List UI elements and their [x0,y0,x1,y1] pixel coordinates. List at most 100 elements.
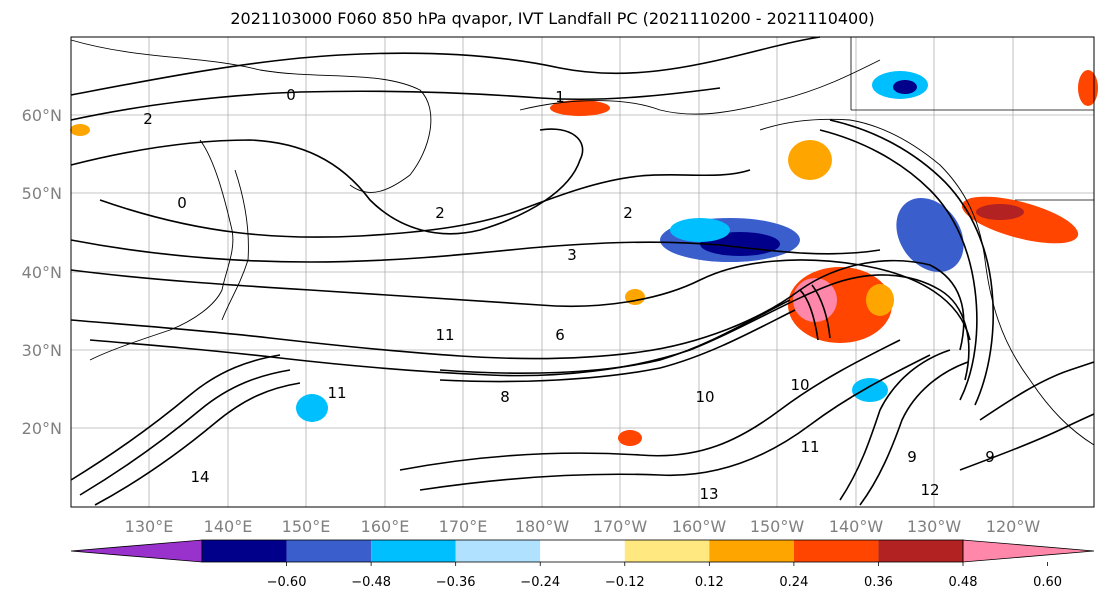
contour-line [70,354,281,481]
longitude-label: 170°E [439,517,488,536]
longitude-label: 180°W [515,517,570,536]
asia-positive [70,124,90,136]
colorbar-tick-labels: −0.60 −0.48 −0.36 −0.24 −0.12 0.12 0.24 0.36 0.4… [267,562,1062,590]
colorbar-segment [793,540,879,562]
contour-label: 14 [190,468,209,486]
contour-line [859,361,969,506]
contour-line [399,339,901,471]
contour-line [79,369,291,496]
colorbar-segment [371,540,456,562]
contour-line [829,119,994,406]
longitude-label: 150°E [282,517,331,536]
contour-line [959,413,1095,471]
contour-label: 3 [567,246,577,264]
contour-label: 9 [985,448,995,466]
qvapor-anomaly-shading [70,70,1098,446]
colorbar-segment [286,540,372,562]
coastlines [70,37,1095,446]
west-pacific-negative [296,394,328,422]
latitude-label: 40°N [22,263,62,282]
map-frame [70,36,1095,508]
contour-label: 8 [500,388,510,406]
latitude-label: 50°N [22,184,62,203]
longitude-labels: 130°E 140°E 150°E 160°E 170°E 180°W 170°W 160°W… [125,517,1041,536]
tropical-positive [618,430,642,446]
longitude-label: 120°W [986,517,1041,536]
contour-label: 11 [435,326,454,344]
contour-line [70,128,584,235]
colorbar-tick-label: −0.60 [267,575,307,590]
positive-anomaly-core [793,278,837,322]
latitude-labels: 60°N 50°N 40°N 30°N 20°N [22,106,62,438]
contour-line [70,239,881,263]
contour-label: 10 [695,388,714,406]
colorbar-segment [878,540,963,562]
contour-line [70,87,721,121]
contour-label: 12 [920,481,939,499]
colorbar-tick-label: −0.48 [351,575,391,590]
siberia-coast [70,39,432,193]
colorbar-tick-label: 0.24 [779,575,808,590]
colorbar-segment [455,540,541,562]
contour-label: 2 [435,204,445,222]
contour-line [979,361,1095,421]
contour-label: 11 [800,438,819,456]
plot-title: 2021103000 F060 850 hPa qvapor, IVT Land… [230,9,875,28]
contour-label: 2 [143,110,153,128]
colorbar-tick-label: −0.12 [605,575,645,590]
canada-positive-region [1078,70,1098,106]
colorbar-tick-label: 0.60 [1033,575,1062,590]
ivt-contours [70,36,1095,506]
latitude-label: 30°N [22,341,62,360]
colorbar [70,539,1095,563]
colorbar-tick-label: 0.48 [949,575,978,590]
alaska-north-coast [519,59,881,115]
contour-line [799,289,819,341]
colorbar-tick-label: 0.12 [695,575,724,590]
contour-line [439,309,796,383]
positive-anomaly-edge [866,284,894,316]
colorbar-segment [624,540,710,562]
colorbar-segment [540,540,625,562]
negative-anomaly-edge [670,218,730,242]
contour-label: 0 [177,194,187,212]
gulf-alaska-positive [788,140,832,180]
longitude-label: 130°E [125,517,174,536]
contour-label: 1 [555,88,565,106]
contour-line [839,349,951,501]
contour-line [70,259,971,341]
colorbar-frame [201,539,964,563]
contour-label: 0 [286,86,296,104]
latitude-label: 60°N [22,106,62,125]
colorbar-segment [202,540,287,562]
longitude-label: 140°W [829,517,884,536]
east-asia-coast [89,139,234,361]
contour-line [419,354,931,491]
bering-positive-region [550,100,610,116]
colorbar-tick-label: −0.24 [520,575,560,590]
contour-line [89,274,970,381]
contour-line [70,36,821,96]
contour-label: 6 [555,326,565,344]
longitude-label: 140°E [204,517,253,536]
colorbar-tick-label: −0.36 [436,575,476,590]
colorbar-tick-label: 0.36 [864,575,893,590]
subtropical-negative [852,378,888,402]
longitude-label: 170°W [593,517,648,536]
coastal-negative-band [896,197,964,273]
colorbar-extend-high [962,539,1095,563]
contour-label: 9 [907,448,917,466]
longitude-label: 130°W [907,517,962,536]
contour-line [94,382,301,506]
longitude-label: 160°E [361,517,410,536]
colorbar-segment [709,540,794,562]
north-america-west-coast [759,118,1095,446]
contour-label: 2 [623,204,633,222]
contour-line [70,259,965,360]
colorbar-extend-low [70,539,203,563]
contour-label: 11 [327,384,346,402]
contour-label: 10 [790,376,809,394]
contour-line [439,299,791,374]
